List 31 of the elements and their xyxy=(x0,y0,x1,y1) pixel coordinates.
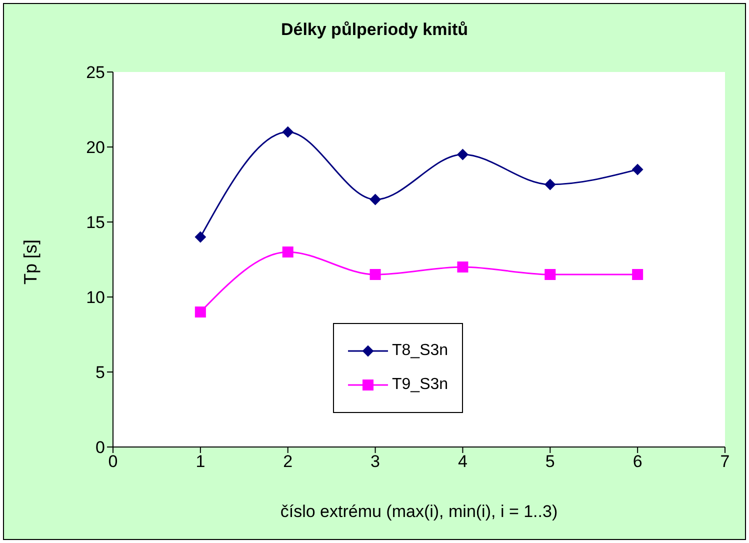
y-axis-title: Tp [s] xyxy=(20,239,40,284)
x-tick-label: 1 xyxy=(196,452,206,472)
point xyxy=(457,149,468,160)
chart-title: Délky půlperiody kmitů xyxy=(280,20,470,40)
y-tick-label: 20 xyxy=(86,138,105,158)
point xyxy=(370,269,381,280)
y-tick-label: 15 xyxy=(86,213,105,232)
point xyxy=(370,194,381,205)
point xyxy=(544,269,556,280)
x-tick-label: 5 xyxy=(545,452,555,472)
x-tick-label: 7 xyxy=(720,452,730,472)
x-tick-label: 4 xyxy=(458,452,468,472)
x-tick-label: 2 xyxy=(283,452,293,472)
legend-label: T8_S3n xyxy=(392,342,448,360)
point xyxy=(194,306,206,318)
x-axis-title: číslo extrému (max(i), min(i), i = 1..3) xyxy=(280,502,558,521)
y-tick-label: 10 xyxy=(86,288,105,308)
point xyxy=(282,246,294,258)
x-tick-label: 6 xyxy=(632,452,642,472)
point xyxy=(194,232,206,242)
y-tick-label: 5 xyxy=(96,363,105,382)
point xyxy=(544,179,556,190)
y-tick-label: 0 xyxy=(96,438,105,458)
point xyxy=(282,126,294,138)
point xyxy=(632,269,644,280)
point xyxy=(632,164,644,175)
y-tick-label: 25 xyxy=(86,63,105,82)
x-tick-label: 3 xyxy=(370,452,380,472)
legend-label: T9_S3n xyxy=(392,376,448,394)
point xyxy=(457,262,468,272)
x-tick-label: 0 xyxy=(108,452,118,472)
